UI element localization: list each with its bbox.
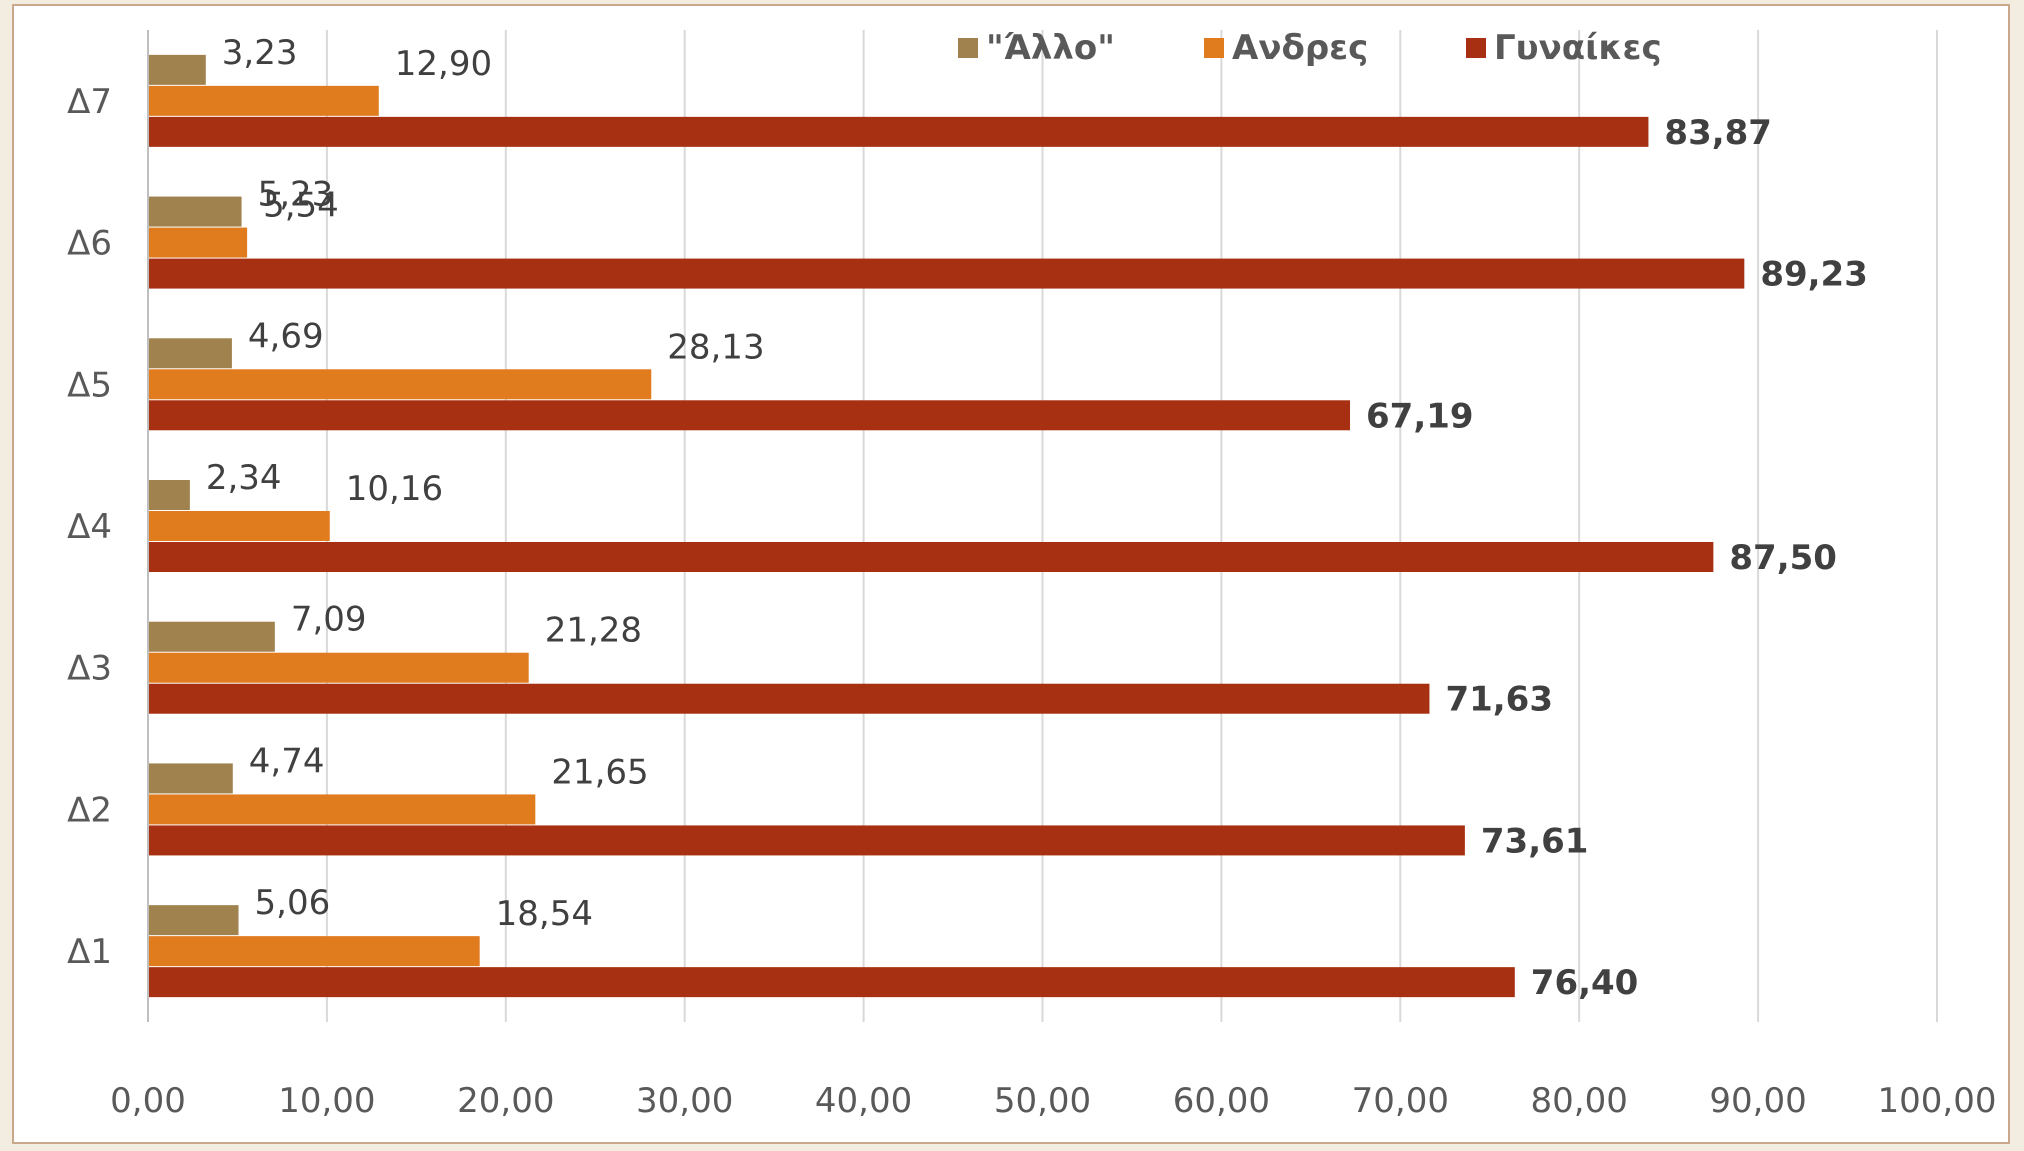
category-label: Δ6: [67, 224, 112, 264]
x-tick-label: 100,00: [1878, 1081, 1997, 1121]
bar-series-3: [148, 542, 1714, 572]
data-label: 21,65: [551, 752, 648, 792]
data-label: 5,06: [255, 883, 331, 923]
data-label: 10,16: [346, 469, 443, 509]
data-label: 3,23: [222, 33, 298, 73]
x-tick-label: 80,00: [1531, 1081, 1628, 1121]
bar-series-1: [148, 196, 242, 227]
bar-series-2: [148, 369, 652, 400]
category-label: Δ4: [67, 507, 112, 547]
bar-series-2: [148, 227, 248, 258]
x-tick-label: 90,00: [1709, 1081, 1806, 1121]
bar-series-1: [148, 621, 275, 652]
data-label: 67,19: [1366, 396, 1474, 436]
x-tick-label: 40,00: [815, 1081, 912, 1121]
data-label: 2,34: [206, 458, 282, 498]
bar-series-2: [148, 936, 480, 967]
bar-series-3: [148, 258, 1745, 289]
legend-entry: "Άλλο": [986, 28, 1115, 68]
category-label: Δ3: [67, 649, 112, 689]
x-tick-label: 70,00: [1352, 1081, 1449, 1121]
data-label: 76,40: [1531, 963, 1639, 1003]
category-label: Δ7: [67, 82, 112, 122]
bar-series-2: [148, 511, 330, 541]
category-label: Δ2: [67, 790, 112, 830]
data-label: 4,74: [249, 741, 325, 781]
bar-series-3: [148, 400, 1351, 431]
bar-series-2: [148, 85, 379, 116]
bar-series-1: [148, 480, 190, 510]
data-label: 28,13: [667, 327, 764, 367]
bar-series-1: [148, 54, 206, 85]
data-label: 12,90: [395, 44, 492, 84]
x-tick-label: 30,00: [636, 1081, 733, 1121]
x-tick-label: 0,00: [110, 1081, 186, 1121]
x-tick-label: 50,00: [994, 1081, 1091, 1121]
legend-swatch: [1204, 38, 1224, 58]
data-label: 18,54: [496, 894, 593, 934]
x-tick-label: 20,00: [457, 1081, 554, 1121]
data-label: 4,69: [248, 316, 324, 356]
data-label: 21,28: [545, 611, 642, 651]
legend-swatch: [1466, 38, 1486, 58]
data-label: 89,23: [1760, 255, 1868, 295]
data-label: 7,09: [291, 600, 367, 640]
bar-series-2: [148, 652, 529, 683]
bar-series-3: [148, 116, 1649, 147]
bar-series-3: [148, 683, 1430, 714]
data-label: 71,63: [1445, 680, 1553, 720]
category-label: Δ1: [67, 932, 112, 972]
data-label: 5,54: [263, 186, 339, 226]
bar-series-1: [148, 763, 233, 794]
data-label: 87,50: [1729, 538, 1837, 578]
bar-series-1: [148, 338, 232, 369]
legend-entry: Γυναίκες: [1494, 28, 1662, 68]
bar-series-3: [148, 825, 1465, 856]
x-tick-label: 10,00: [278, 1081, 375, 1121]
x-tick-label: 60,00: [1173, 1081, 1270, 1121]
legend-entry: Ανδρες: [1232, 28, 1368, 68]
category-label: Δ5: [67, 365, 112, 405]
bar-series-3: [148, 967, 1515, 998]
legend-swatch: [958, 38, 978, 58]
bar-series-1: [148, 905, 239, 936]
data-label: 83,87: [1664, 113, 1772, 153]
data-label: 73,61: [1481, 821, 1589, 861]
data-label: 5,23: [258, 175, 334, 215]
bar-series-2: [148, 794, 536, 825]
